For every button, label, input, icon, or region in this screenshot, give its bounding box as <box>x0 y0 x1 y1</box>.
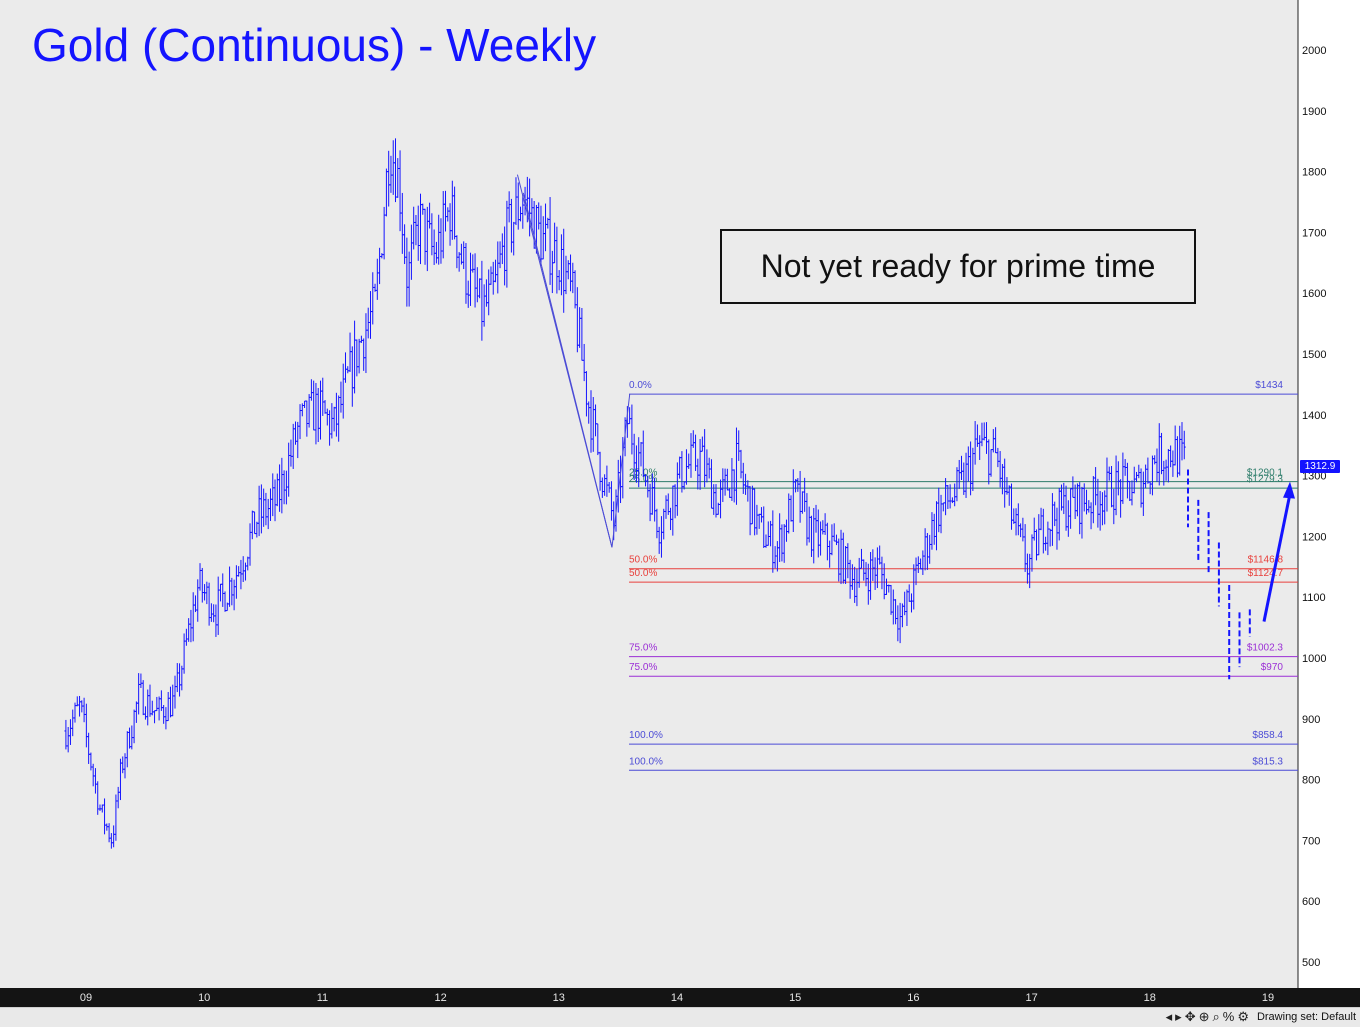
x-tick-label: 13 <box>553 992 565 1004</box>
annotation-box: Not yet ready for prime time <box>720 229 1196 304</box>
fib-level-price: $858.4 <box>1252 730 1283 741</box>
x-tick-label: 10 <box>198 992 210 1004</box>
x-tick-label: 12 <box>434 992 446 1004</box>
y-tick-label: 1100 <box>1302 592 1326 604</box>
fib-level-pct: 100.0% <box>629 730 663 741</box>
y-tick-label: 1300 <box>1302 471 1326 483</box>
fib-level-price: $1290.1 <box>1247 468 1284 479</box>
fib-level-pct: 100.0% <box>629 756 663 767</box>
plot-area <box>0 0 1298 988</box>
annotation-text: Not yet ready for prime time <box>760 248 1156 284</box>
y-tick-label: 700 <box>1302 835 1320 847</box>
x-tick-label: 14 <box>671 992 683 1004</box>
y-tick-label: 800 <box>1302 775 1320 787</box>
nav-left-icon[interactable]: ◂ <box>1165 1009 1176 1024</box>
time-axis-panel <box>0 988 1360 1007</box>
projection-arrow-head <box>1283 481 1295 499</box>
settings-icon[interactable]: ⚙ <box>1237 1009 1252 1024</box>
x-tick-label: 17 <box>1025 992 1037 1004</box>
fib-level-price: $1124.7 <box>1248 568 1284 579</box>
x-axis-ticks: 09 10 11 12 13 14 15 16 17 18 19 <box>80 992 1274 1004</box>
y-tick-label: 900 <box>1302 714 1320 726</box>
percent-icon[interactable]: % <box>1222 1009 1238 1024</box>
x-tick-label: 15 <box>789 992 801 1004</box>
y-axis-ticks: 500 600 700 800 900 1000 1100 1200 1300 1400 1500 1… <box>1302 45 1326 969</box>
fib-level-price: $815.3 <box>1252 756 1283 767</box>
y-tick-label: 500 <box>1302 957 1320 969</box>
chart-title: Gold (Continuous) - Weekly <box>32 19 597 71</box>
y-tick-label: 1200 <box>1302 531 1326 543</box>
fib-level-pct: 75.0% <box>629 662 657 673</box>
zoom-icon[interactable]: ⌕ <box>1212 1009 1223 1024</box>
fib-level-pct: 50.0% <box>629 568 657 579</box>
fib-level-pct: 25.0% <box>629 474 657 485</box>
x-tick-label: 19 <box>1262 992 1274 1004</box>
cursor-icon[interactable]: ✥ <box>1184 1009 1199 1024</box>
x-tick-label: 09 <box>80 992 92 1004</box>
abc-pattern-line <box>522 192 613 548</box>
fib-level-pct: 0.0% <box>629 380 652 391</box>
x-tick-label: 16 <box>907 992 919 1004</box>
price-bars-layer <box>64 138 1186 849</box>
y-tick-label: 1400 <box>1302 410 1326 422</box>
fib-level-pct: 75.0% <box>629 643 657 654</box>
abc-lines-layer <box>516 174 631 548</box>
nav-right-icon[interactable]: ▸ <box>1175 1009 1185 1024</box>
drawing-set-label: Drawing set: Default <box>1256 1011 1356 1023</box>
status-toolbar[interactable]: ◂▸✥⊕⌕%⚙ <box>1166 1009 1252 1025</box>
projection-arrow-shaft <box>1262 493 1292 622</box>
fib-level-price: $1146.8 <box>1248 555 1284 566</box>
x-tick-label: 11 <box>317 992 328 1004</box>
y-tick-label: 1000 <box>1302 653 1326 665</box>
x-tick-label: 18 <box>1144 992 1156 1004</box>
price-axis-panel <box>1298 0 1360 988</box>
crosshair-icon[interactable]: ⊕ <box>1198 1009 1213 1024</box>
y-tick-label: 2000 <box>1302 45 1326 57</box>
fib-level-price: $1002.3 <box>1247 643 1284 654</box>
status-bar: ◂▸✥⊕⌕%⚙ Drawing set: Default <box>0 1007 1360 1027</box>
y-tick-label: 1700 <box>1302 227 1326 239</box>
y-tick-label: 1600 <box>1302 288 1326 300</box>
y-tick-label: 1900 <box>1302 106 1326 118</box>
fib-level-price: $970 <box>1261 662 1284 673</box>
fib-level-price: $1434 <box>1255 380 1283 391</box>
fib-level-price: $1279.3 <box>1247 474 1284 485</box>
projection-layer <box>1187 469 1295 680</box>
last-price-tag: 1312.9 <box>1300 460 1340 473</box>
y-tick-label: 1500 <box>1302 349 1326 361</box>
y-tick-label: 600 <box>1302 896 1320 908</box>
y-tick-label: 1800 <box>1302 167 1326 179</box>
fib-level-pct: 50.0% <box>629 555 657 566</box>
